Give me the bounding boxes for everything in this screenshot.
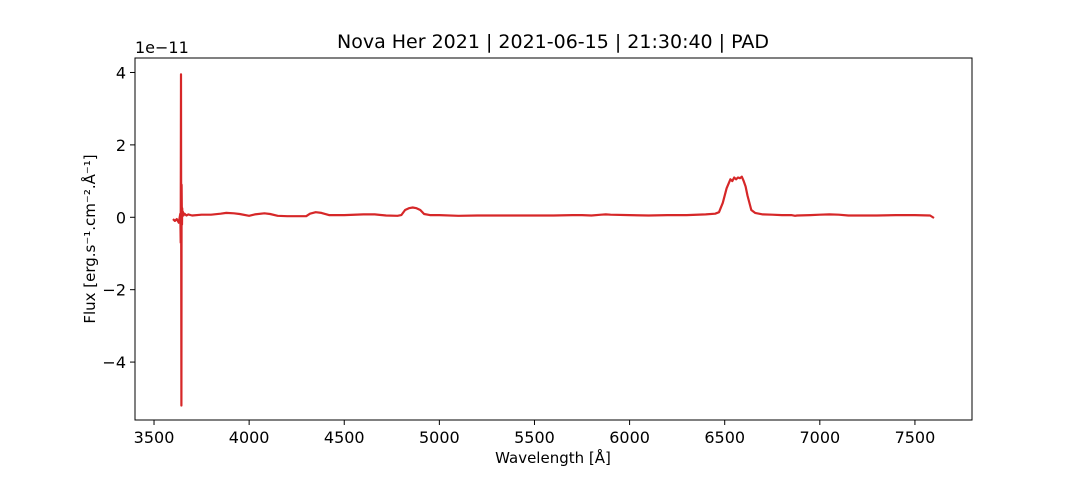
y-tick-label: 0 [116,208,126,227]
x-tick-label: 6500 [704,428,745,447]
x-tick-label: 4500 [324,428,365,447]
x-tick-label: 7500 [895,428,936,447]
y-tick-label: −4 [102,353,126,372]
x-tick-label: 5500 [514,428,555,447]
y-axis-ticks: −4 −2 0 2 4 [102,63,135,372]
x-tick-label: 7000 [799,428,840,447]
chart-title: Nova Her 2021 | 2021-06-15 | 21:30:40 | … [337,31,769,53]
y-tick-label: 4 [116,63,126,82]
x-tick-label: 6000 [609,428,650,447]
y-offset-text: 1e−11 [135,38,189,57]
x-tick-label: 5000 [419,428,460,447]
x-axis-ticks: 3500 4000 4500 5000 5500 6000 6500 7000 7500 [134,420,936,447]
plot-area: 3500 4000 4500 5000 5500 6000 6500 7000 7500 −4−… [102,57,973,447]
x-tick-label: 3500 [134,428,175,447]
y-tick-label: −2 [102,281,126,300]
x-axis-label: Wavelength [Å] [495,448,611,467]
y-tick-label: 2 [116,136,126,155]
spectrum-line [172,73,935,407]
y-axis-label: Flux [erg.s⁻¹.cm⁻².Å⁻¹] [80,154,99,323]
plot-frame [134,57,973,421]
x-tick-label: 4000 [229,428,270,447]
